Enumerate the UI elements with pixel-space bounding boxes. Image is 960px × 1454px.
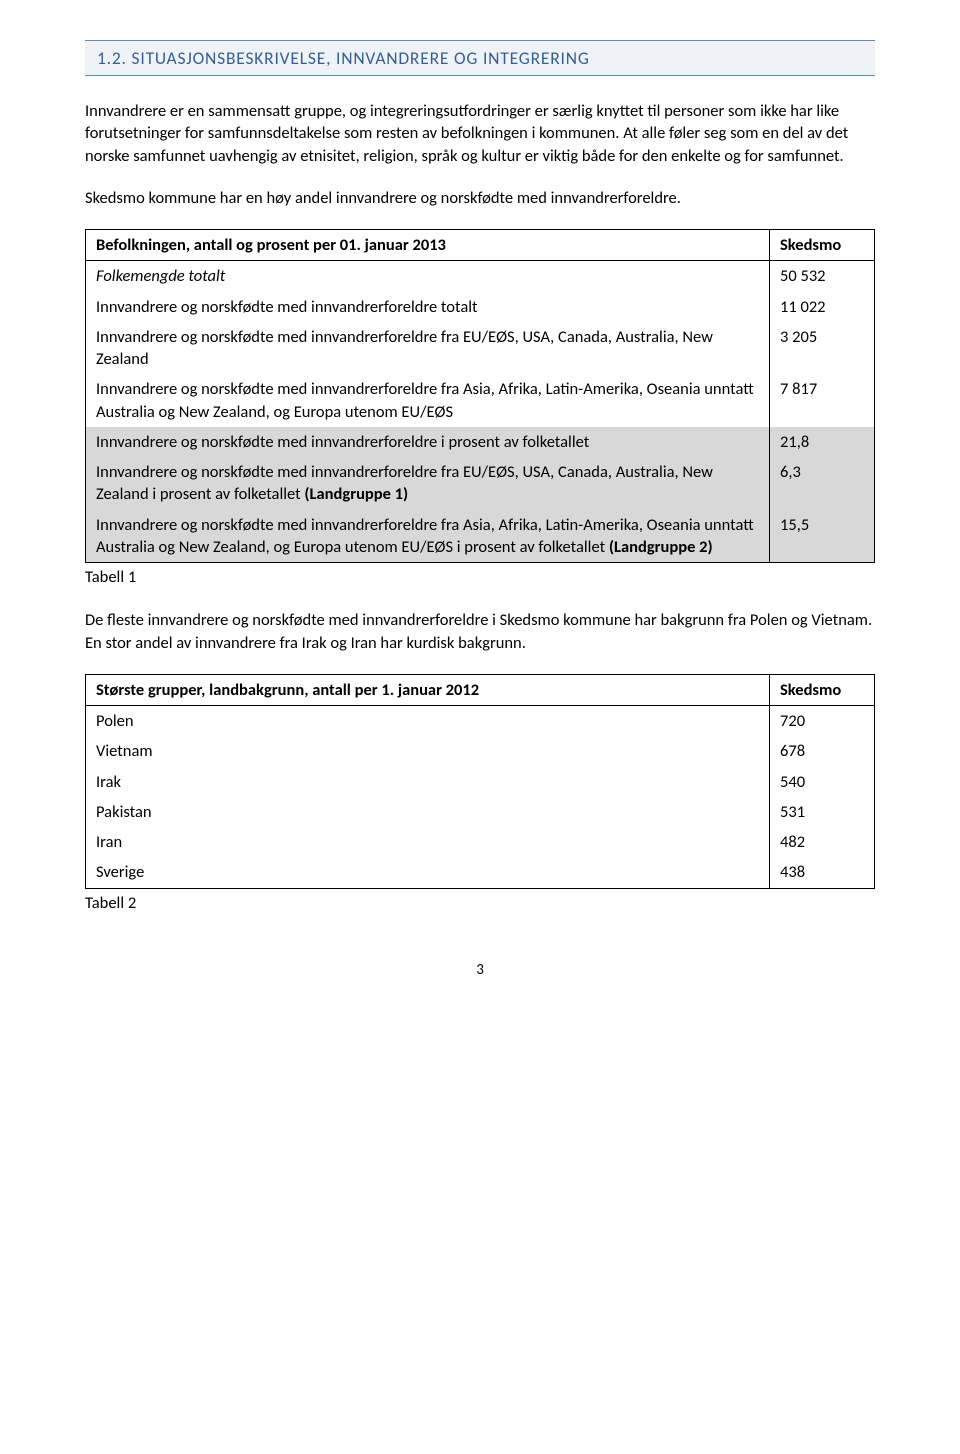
row-label: Pakistan bbox=[86, 797, 770, 827]
row-label: Innvandrere og norskfødte med innvandrer… bbox=[86, 374, 770, 427]
table-row: Innvandrere og norskfødte med innvandrer… bbox=[86, 427, 875, 457]
section-heading: 1.2. SITUASJONSBESKRIVELSE, INNVANDRERE … bbox=[85, 40, 875, 76]
row-label: Polen bbox=[86, 706, 770, 737]
table1-caption: Tabell 1 bbox=[85, 567, 875, 587]
table-row: Innvandrere og norskfødte med innvandrer… bbox=[86, 510, 875, 563]
row-value: 531 bbox=[770, 797, 875, 827]
table-row: Sverige438 bbox=[86, 857, 875, 888]
population-table: Befolkningen, antall og prosent per 01. … bbox=[85, 229, 875, 563]
table-row: Innvandrere og norskfødte med innvandrer… bbox=[86, 292, 875, 322]
row-value: 678 bbox=[770, 736, 875, 766]
table2-header-label: Største grupper, landbakgrunn, antall pe… bbox=[86, 674, 770, 705]
table2-caption: Tabell 2 bbox=[85, 893, 875, 913]
row-value: 11 022 bbox=[770, 292, 875, 322]
row-label: Innvandrere og norskfødte med innvandrer… bbox=[86, 427, 770, 457]
table1-header-value: Skedsmo bbox=[770, 230, 875, 261]
section-heading-text: 1.2. SITUASJONSBESKRIVELSE, INNVANDRERE … bbox=[97, 47, 590, 69]
table-row: Irak540 bbox=[86, 767, 875, 797]
row-value: 6,3 bbox=[770, 457, 875, 510]
table-row: Polen720 bbox=[86, 706, 875, 737]
row-value: 482 bbox=[770, 827, 875, 857]
groups-table: Største grupper, landbakgrunn, antall pe… bbox=[85, 674, 875, 889]
table1-header-label: Befolkningen, antall og prosent per 01. … bbox=[86, 230, 770, 261]
table-row: Innvandrere og norskfødte med innvandrer… bbox=[86, 374, 875, 427]
row-value: 3 205 bbox=[770, 322, 875, 375]
table-row: Pakistan531 bbox=[86, 797, 875, 827]
row-label: Iran bbox=[86, 827, 770, 857]
paragraph-3: De fleste innvandrere og norskfødte med … bbox=[85, 609, 875, 654]
paragraph-2: Skedsmo kommune har en høy andel innvand… bbox=[85, 187, 875, 209]
row-value: 438 bbox=[770, 857, 875, 888]
row-value: 21,8 bbox=[770, 427, 875, 457]
row-label: Innvandrere og norskfødte med innvandrer… bbox=[86, 457, 770, 510]
table-row: Folkemengde totalt50 532 bbox=[86, 261, 875, 292]
page-number: 3 bbox=[85, 961, 875, 979]
row-label: Innvandrere og norskfødte med innvandrer… bbox=[86, 292, 770, 322]
row-value: 15,5 bbox=[770, 510, 875, 563]
paragraph-1: Innvandrere er en sammensatt gruppe, og … bbox=[85, 100, 875, 167]
table-row: Iran482 bbox=[86, 827, 875, 857]
table-row: Vietnam678 bbox=[86, 736, 875, 766]
row-value: 720 bbox=[770, 706, 875, 737]
table-header-row: Befolkningen, antall og prosent per 01. … bbox=[86, 230, 875, 261]
row-value: 7 817 bbox=[770, 374, 875, 427]
row-value: 540 bbox=[770, 767, 875, 797]
table-row: Innvandrere og norskfødte med innvandrer… bbox=[86, 322, 875, 375]
table2-header-row: Største grupper, landbakgrunn, antall pe… bbox=[86, 674, 875, 705]
row-label: Irak bbox=[86, 767, 770, 797]
table-row: Innvandrere og norskfødte med innvandrer… bbox=[86, 457, 875, 510]
row-label: Vietnam bbox=[86, 736, 770, 766]
row-value: 50 532 bbox=[770, 261, 875, 292]
row-label: Folkemengde totalt bbox=[86, 261, 770, 292]
row-label: Innvandrere og norskfødte med innvandrer… bbox=[86, 322, 770, 375]
row-label: Sverige bbox=[86, 857, 770, 888]
row-label: Innvandrere og norskfødte med innvandrer… bbox=[86, 510, 770, 563]
table2-header-value: Skedsmo bbox=[770, 674, 875, 705]
